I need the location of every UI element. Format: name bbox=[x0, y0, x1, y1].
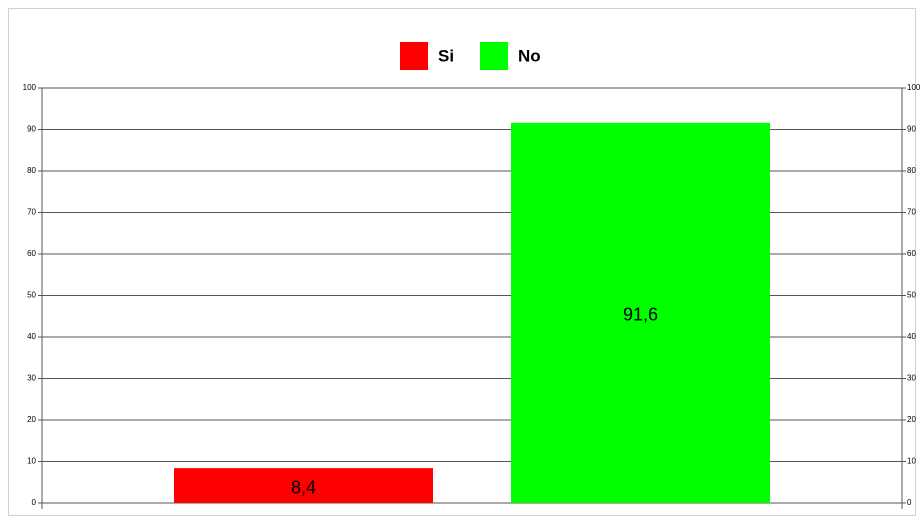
y2-tick-label: 10 bbox=[907, 457, 916, 466]
y2-tick-label: 50 bbox=[907, 291, 916, 300]
y-tick-label: 0 bbox=[32, 498, 37, 507]
y-tick-label: 90 bbox=[27, 125, 36, 134]
legend-swatch bbox=[400, 42, 428, 70]
y2-tick-label: 80 bbox=[907, 166, 916, 175]
y-tick-label: 100 bbox=[23, 83, 37, 92]
y2-tick-label: 20 bbox=[907, 415, 916, 424]
y2-tick-label: 70 bbox=[907, 208, 916, 217]
chart-frame bbox=[8, 8, 916, 516]
y2-tick-label: 0 bbox=[907, 498, 912, 507]
y-tick-label: 70 bbox=[27, 208, 36, 217]
y2-tick-label: 40 bbox=[907, 332, 916, 341]
y-tick-label: 80 bbox=[27, 166, 36, 175]
legend-swatch bbox=[480, 42, 508, 70]
y2-tick-label: 60 bbox=[907, 249, 916, 258]
y2-tick-label: 30 bbox=[907, 374, 916, 383]
y-tick-label: 20 bbox=[27, 415, 36, 424]
y-tick-label: 30 bbox=[27, 374, 36, 383]
y-tick-label: 40 bbox=[27, 332, 36, 341]
value-label: 91,6 bbox=[623, 305, 658, 325]
bar bbox=[511, 122, 770, 504]
y2-tick-label: 90 bbox=[907, 125, 916, 134]
legend-label: Si bbox=[438, 46, 454, 65]
y2-tick-label: 100 bbox=[907, 83, 921, 92]
bar bbox=[174, 468, 433, 503]
value-label: 8,4 bbox=[291, 477, 316, 497]
y-tick-label: 50 bbox=[27, 291, 36, 300]
y-tick-label: 60 bbox=[27, 249, 36, 258]
y-tick-label: 10 bbox=[27, 457, 36, 466]
legend-label: No bbox=[518, 46, 541, 65]
